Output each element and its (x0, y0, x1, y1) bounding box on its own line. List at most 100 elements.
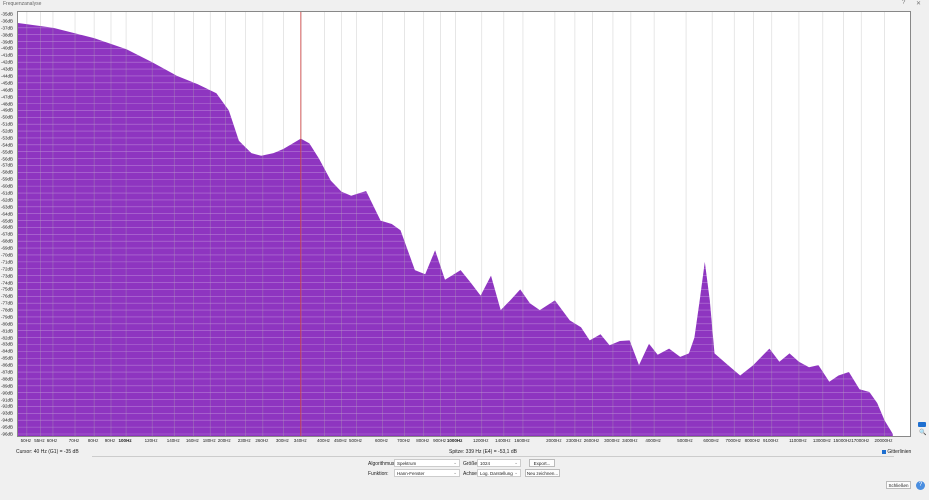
x-tick-label: 3400Hz (622, 438, 638, 443)
y-tick-label: -45dB (1, 80, 14, 86)
size-select[interactable]: 1024 (477, 459, 521, 467)
spectrum-svg (18, 12, 910, 436)
y-tick-label: -58dB (1, 169, 14, 175)
x-tick-label: 9100Hz (763, 438, 779, 443)
y-tick-label: -43dB (1, 66, 14, 72)
x-tick-label: 3000Hz (604, 438, 620, 443)
y-tick-label: -77dB (1, 300, 14, 306)
y-tick-label: -44dB (1, 73, 14, 79)
x-tick-label: 450Hz (333, 438, 347, 443)
y-tick-label: -90dB (1, 390, 14, 396)
x-tick-label: 50Hz (20, 438, 32, 443)
cursor-readout: Cursor: 40 Hz (G1) = -35 dB (16, 449, 79, 455)
x-tick-label: 340Hz (293, 438, 307, 443)
close-button[interactable]: Schließen (886, 481, 911, 489)
y-tick-label: -73dB (1, 273, 14, 279)
x-tick-label: 230Hz (237, 438, 251, 443)
y-tick-label: -75dB (1, 286, 14, 292)
y-tick-label: -92dB (1, 403, 14, 409)
y-tick-label: -35dB (1, 11, 14, 17)
y-tick-label: -62dB (1, 197, 14, 203)
y-tick-label: -81dB (1, 328, 14, 334)
x-tick-label: 300Hz (275, 438, 289, 443)
y-tick-label: -89dB (1, 383, 14, 389)
x-tick-label: 400Hz (317, 438, 331, 443)
y-tick-label: -78dB (1, 307, 14, 313)
y-tick-label: -84dB (1, 348, 14, 354)
y-tick-label: -55dB (1, 149, 14, 155)
function-select[interactable]: Hann-Fenster (394, 469, 460, 477)
y-tick-label: -82dB (1, 335, 14, 341)
y-tick-label: -68dB (1, 238, 14, 244)
y-tick-label: -80dB (1, 321, 14, 327)
x-tick-label: 180Hz (202, 438, 216, 443)
close-window-button[interactable]: ✕ (916, 1, 922, 7)
x-tick-label: 90Hz (104, 438, 116, 443)
spectrum-area (18, 23, 893, 436)
y-tick-label: -69dB (1, 245, 14, 251)
y-tick-label: -72dB (1, 266, 14, 272)
x-tick-label: 160Hz (185, 438, 199, 443)
x-tick-label: 80Hz (87, 438, 99, 443)
checkbox-checked-icon (882, 449, 886, 454)
y-tick-label: -83dB (1, 341, 14, 347)
x-tick-label: 55Hz (34, 438, 45, 443)
x-tick-label: 13000Hz (812, 438, 831, 443)
x-tick-label: 100Hz (118, 438, 132, 443)
redraw-button[interactable]: Neu zeichnen... (525, 469, 560, 477)
y-tick-label: -76dB (1, 293, 14, 299)
x-tick-label: 60Hz (46, 438, 58, 443)
y-tick-label: -42dB (1, 59, 14, 65)
zoom-in-icon[interactable]: 🔍 (919, 430, 927, 436)
function-label: Funktion: (368, 471, 389, 477)
y-tick-label: -50dB (1, 114, 14, 120)
zoom-slider-handle[interactable] (918, 422, 926, 427)
x-tick-label: 20000Hz (874, 438, 893, 443)
grid-label: Gitterlinien (887, 449, 912, 455)
x-tick-label: 17000Hz (851, 438, 870, 443)
x-tick-label: 1200Hz (473, 438, 489, 443)
y-tick-label: -61dB (1, 190, 14, 196)
x-tick-label: 2300Hz (566, 438, 582, 443)
x-tick-label: 70Hz (68, 438, 80, 443)
help-title-button[interactable]: ? (902, 0, 906, 6)
y-tick-label: -46dB (1, 87, 14, 93)
window-title: Frequenzanalyse (3, 1, 42, 7)
x-tick-label: 200Hz (217, 438, 231, 443)
x-tick-label: 500Hz (348, 438, 362, 443)
y-tick-label: -95dB (1, 424, 14, 430)
divider (92, 456, 894, 457)
x-tick-label: 1400Hz (495, 438, 511, 443)
x-tick-label: 6000Hz (703, 438, 719, 443)
x-tick-label: 2000Hz (546, 438, 562, 443)
y-tick-label: -85dB (1, 355, 14, 361)
y-tick-label: -88dB (1, 376, 14, 382)
algorithm-label: Algorithmus: (368, 461, 396, 467)
x-tick-label: 2600Hz (583, 438, 600, 443)
axis-select[interactable]: Log. Darstellung (477, 469, 521, 477)
y-tick-label: -74dB (1, 280, 14, 286)
y-tick-label: -36dB (1, 18, 14, 24)
y-tick-label: -40dB (1, 45, 14, 51)
x-tick-label: 11000Hz (789, 438, 807, 443)
spectrum-plot[interactable] (17, 11, 911, 437)
y-tick-label: -39dB (1, 39, 14, 45)
y-tick-label: -67dB (1, 231, 14, 237)
algorithm-select[interactable]: Spektrum (394, 459, 460, 467)
y-tick-label: -53dB (1, 135, 14, 141)
export-button[interactable]: Export... (529, 459, 555, 467)
x-tick-label: 15000Hz (833, 438, 852, 443)
y-tick-label: -93dB (1, 410, 14, 416)
peak-readout: Spitze: 339 Hz (E4) = -53,1 dB (449, 449, 517, 455)
help-button[interactable]: ? (916, 481, 925, 490)
axis-label: Achse: (463, 471, 479, 477)
y-tick-label: -51dB (1, 121, 14, 127)
y-tick-label: -94dB (1, 417, 14, 423)
y-tick-label: -60dB (1, 183, 14, 189)
x-tick-label: 4000Hz (645, 438, 661, 443)
grid-checkbox[interactable]: Gitterlinien (882, 449, 911, 455)
x-tick-label: 900Hz (433, 438, 447, 443)
y-tick-label: -56dB (1, 156, 14, 162)
x-tick-label: 140Hz (166, 438, 180, 443)
y-tick-label: -70dB (1, 252, 14, 258)
